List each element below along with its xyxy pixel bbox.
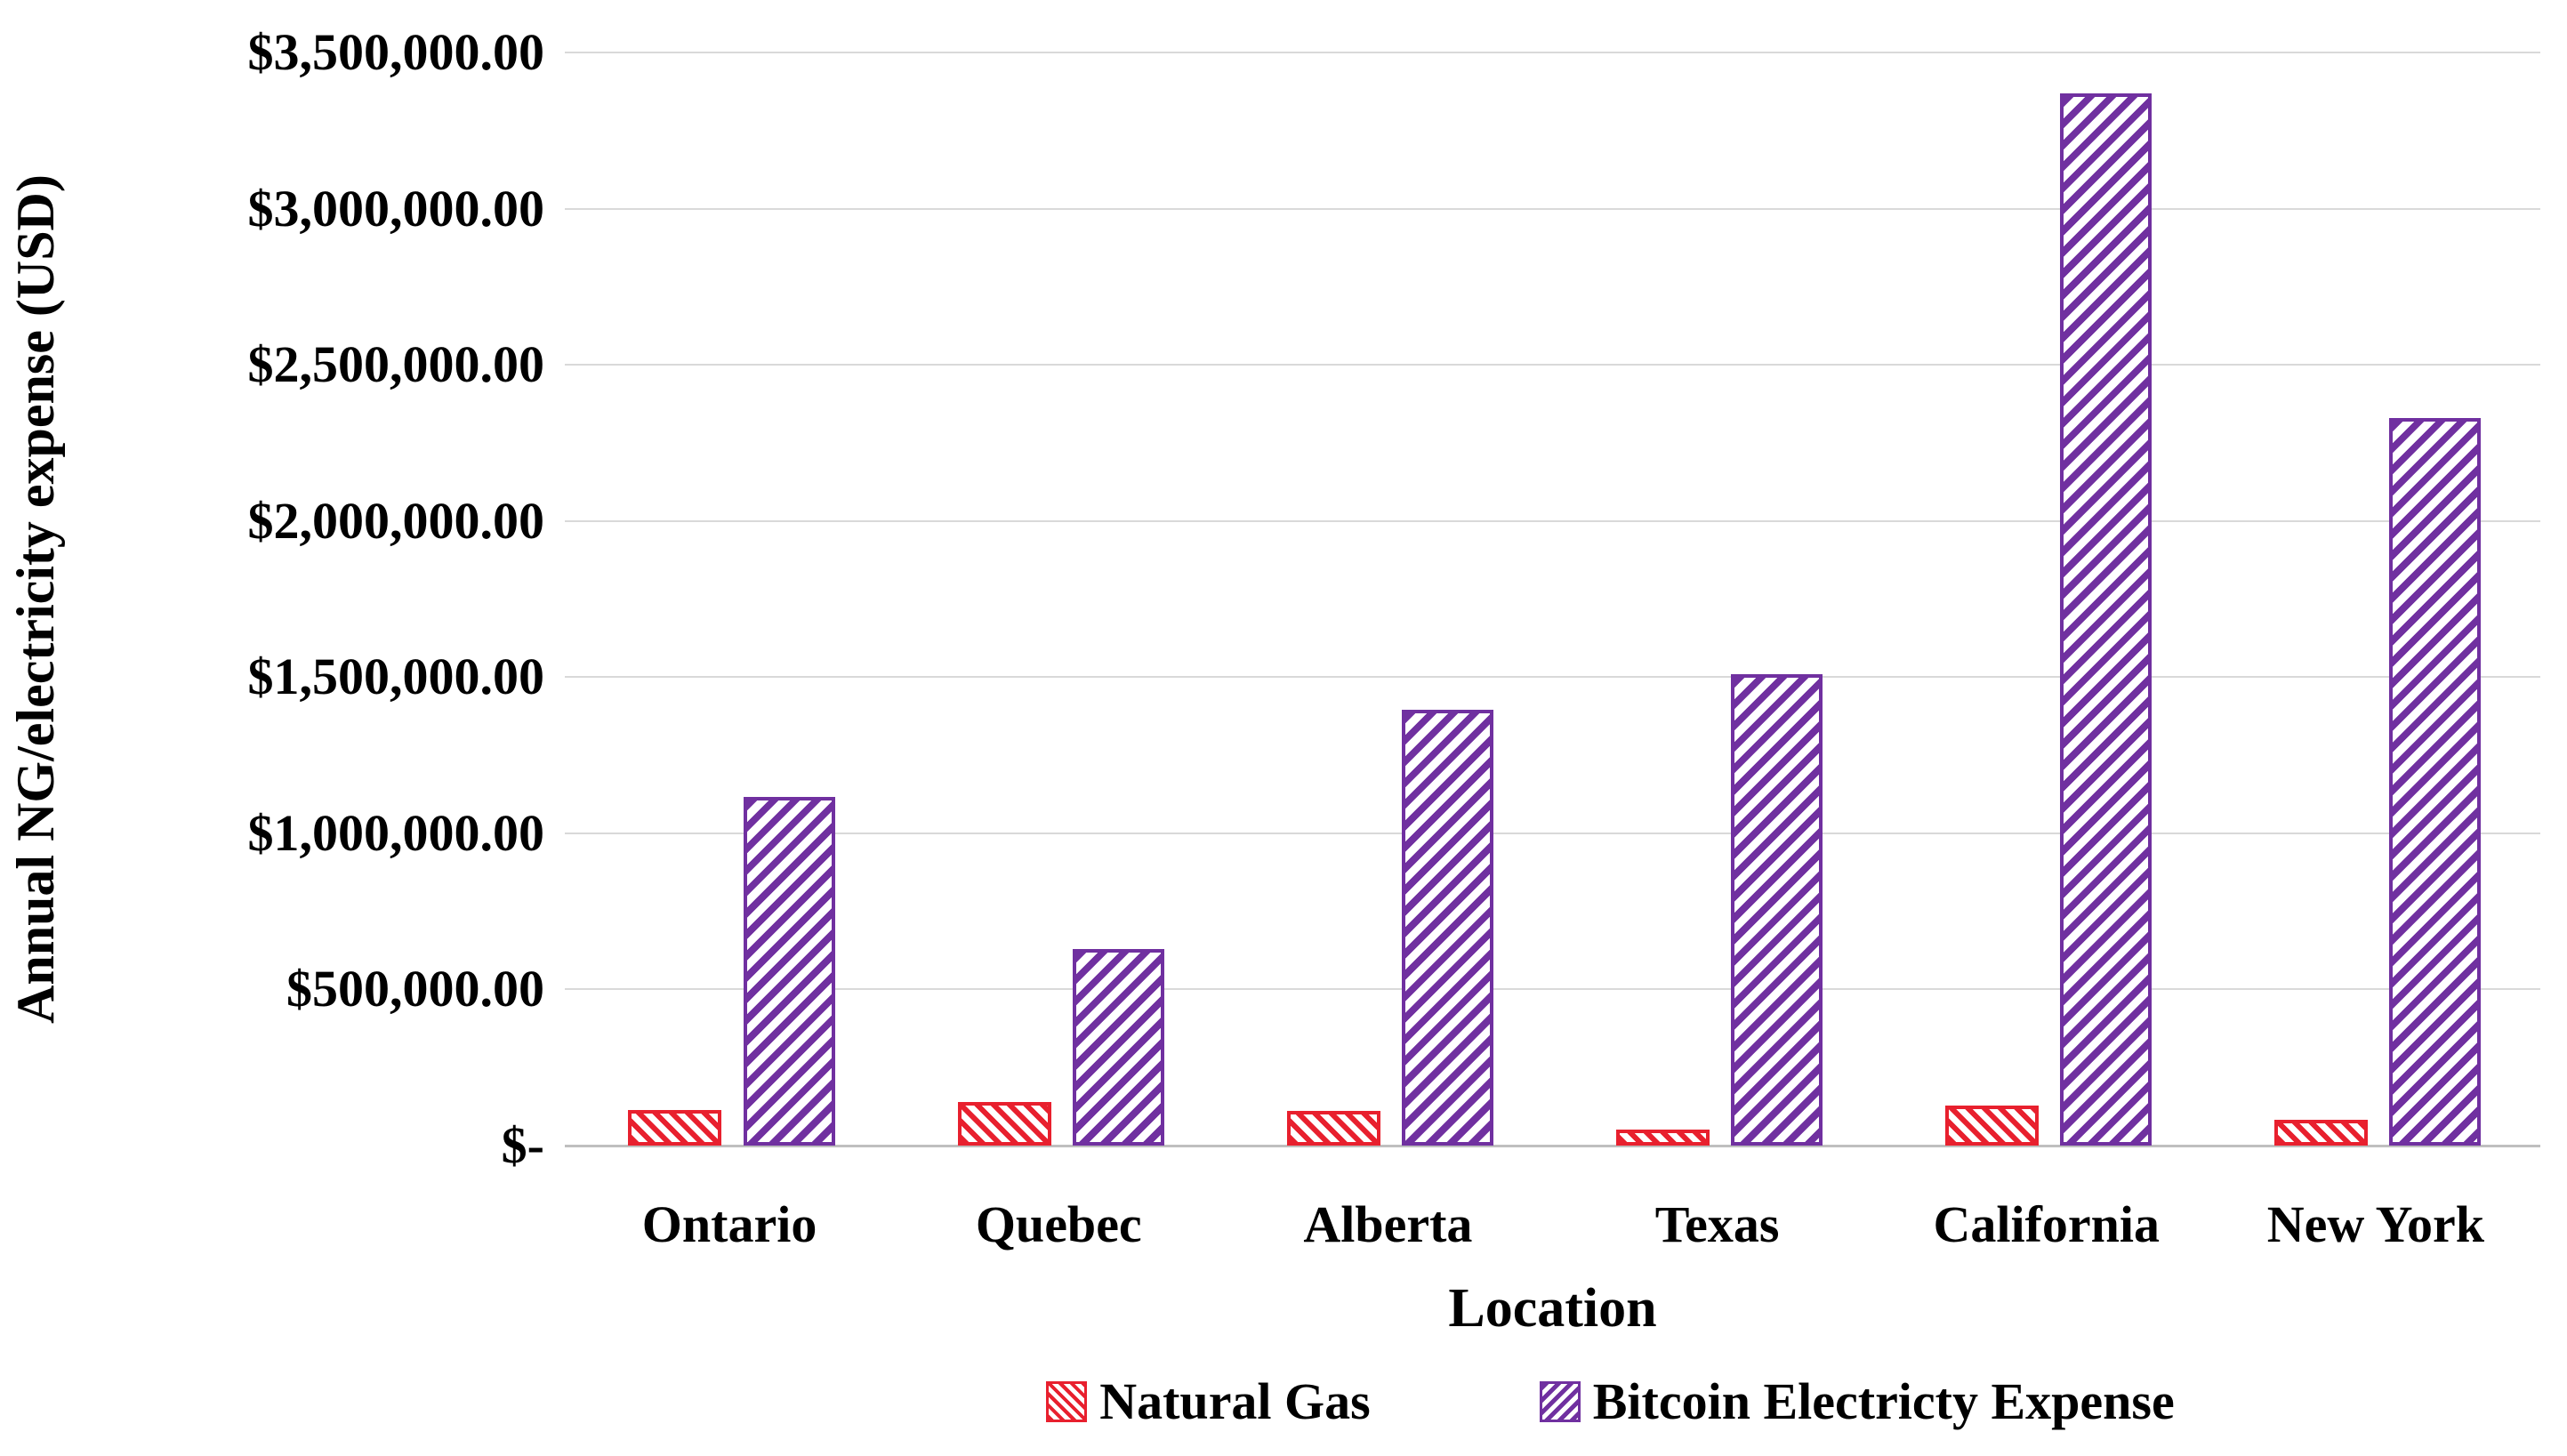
legend-label-natural-gas: Natural Gas: [1099, 1372, 1371, 1430]
y-tick-label: $3,500,000.00: [247, 23, 545, 81]
x-tick-label-ontario: Ontario: [641, 1195, 817, 1253]
y-tick-label: $-: [501, 1116, 544, 1174]
y-tick-label: $1,500,000.00: [247, 648, 545, 706]
gridline: [565, 52, 2540, 53]
y-tick-label: $3,000,000.00: [247, 179, 545, 237]
legend-item-natural-gas: Natural Gas: [1046, 1373, 1371, 1430]
gridline: [565, 364, 2540, 366]
bar-natural-gas-quebec: [958, 1102, 1051, 1146]
y-tick-label: $500,000.00: [286, 960, 544, 1018]
bar-natural-gas-texas: [1616, 1130, 1710, 1146]
gridline: [565, 207, 2540, 210]
bar-bitcoin-electricty-expense-alberta: [1402, 710, 1493, 1146]
legend-item-bitcoin-electricity-expense: Bitcoin Electricty Expense: [1539, 1372, 2175, 1430]
gridline: [565, 988, 2540, 991]
x-tick-label-texas: Texas: [1654, 1195, 1780, 1253]
y-tick-label: $1,000,000.00: [247, 803, 545, 862]
x-axis-title: Location: [1448, 1278, 1657, 1339]
x-axis-tick-labels: Ontario Quebec Alberta Texas California New Y…: [565, 1196, 2540, 1259]
x-tick-label-quebec: Quebec: [975, 1195, 1142, 1253]
bar-bitcoin-electricty-expense-texas: [1731, 674, 1823, 1146]
gridline: [565, 832, 2540, 834]
bar-natural-gas-alberta: [1287, 1111, 1380, 1146]
bar-natural-gas-california: [1945, 1106, 2039, 1146]
bar-bitcoin-electricty-expense-california: [2060, 93, 2152, 1146]
bar-natural-gas-ontario: [628, 1110, 721, 1146]
legend-label-bitcoin-electricity-expense: Bitcoin Electricty Expense: [1592, 1372, 2175, 1430]
gridline: [565, 676, 2540, 679]
bar-bitcoin-electricty-expense-quebec: [1073, 949, 1164, 1146]
bar-natural-gas-new-york: [2274, 1120, 2368, 1146]
x-axis-line: [565, 1145, 2540, 1147]
x-tick-label-new-york: New York: [2266, 1195, 2485, 1253]
bar-bitcoin-electricty-expense-ontario: [744, 797, 835, 1146]
y-axis-tick-labels: $- $500,000.00 $1,000,000.00 $1,500,000.00 $…: [0, 0, 545, 1456]
x-tick-label-california: California: [1933, 1195, 2161, 1253]
legend: Natural Gas Bitcoin Electricty Expense: [565, 1366, 2567, 1437]
legend-swatch-bitcoin-electricity-expense: [1539, 1381, 1581, 1422]
bar-bitcoin-electricty-expense-new-york: [2389, 418, 2481, 1146]
x-tick-label-alberta: Alberta: [1303, 1195, 1473, 1253]
legend-swatch-natural-gas: [1046, 1381, 1088, 1422]
y-tick-label: $2,500,000.00: [247, 335, 545, 394]
plot-area: [565, 52, 2540, 1147]
y-tick-label: $2,000,000.00: [247, 491, 545, 550]
gridline: [565, 519, 2540, 522]
